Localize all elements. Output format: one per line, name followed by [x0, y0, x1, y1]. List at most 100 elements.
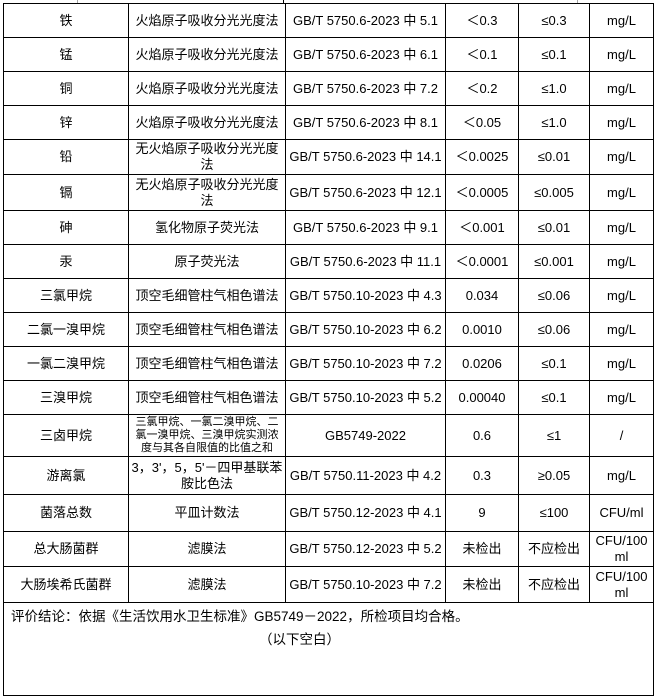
unit-cell: mg/L	[589, 244, 654, 279]
standard-reference-cell: GB/T 5750.12-2023 中 4.1	[285, 494, 446, 532]
limit-cell: ≥0.05	[518, 456, 590, 495]
item-name-cell: 锌	[3, 105, 129, 140]
item-name-cell: 铜	[3, 71, 129, 106]
limit-cell: ≤0.01	[518, 210, 590, 245]
result-cell: ＜0.0001	[445, 244, 519, 279]
item-name-cell: 二氯一溴甲烷	[3, 312, 129, 347]
unit-cell: mg/L	[589, 71, 654, 106]
result-cell: ＜0.05	[445, 105, 519, 140]
result-cell: 9	[445, 494, 519, 532]
unit-cell: CFU/ml	[589, 494, 654, 532]
limit-cell: ≤0.1	[518, 380, 590, 415]
table-row: 总大肠菌群 滤膜法 GB/T 5750.12-2023 中 5.2 未检出 不应…	[3, 531, 654, 567]
result-cell: ＜0.0025	[445, 139, 519, 175]
results-table-body: 铁 火焰原子吸收分光光度法 GB/T 5750.6-2023 中 5.1 ＜0.…	[3, 3, 654, 603]
table-row: 铁 火焰原子吸收分光光度法 GB/T 5750.6-2023 中 5.1 ＜0.…	[3, 3, 654, 38]
unit-cell: mg/L	[589, 380, 654, 415]
method-cell: 火焰原子吸收分光光度法	[128, 3, 286, 38]
method-cell: 火焰原子吸收分光光度法	[128, 71, 286, 106]
standard-reference-cell: GB/T 5750.12-2023 中 5.2	[285, 531, 446, 567]
standard-reference-cell: GB5749-2022	[285, 414, 446, 457]
method-cell: 滤膜法	[128, 531, 286, 567]
result-cell: 0.034	[445, 278, 519, 313]
standard-reference-cell: GB/T 5750.10-2023 中 4.3	[285, 278, 446, 313]
result-cell: 0.3	[445, 456, 519, 495]
limit-cell: ≤0.3	[518, 3, 590, 38]
conclusion-cell: 评价结论：依据《生活饮用水卫生标准》GB5749－2022，所检项目均合格。 （…	[3, 602, 654, 696]
top-edge-gridline-artifact	[577, 0, 578, 4]
table-row: 汞 原子荧光法 GB/T 5750.6-2023 中 11.1 ＜0.0001 …	[3, 244, 654, 279]
limit-cell: ≤0.06	[518, 278, 590, 313]
method-cell: 氢化物原子荧光法	[128, 210, 286, 245]
limit-cell: 不应检出	[518, 531, 590, 567]
method-cell: 无火焰原子吸收分光光度法	[128, 139, 286, 175]
standard-reference-cell: GB/T 5750.6-2023 中 5.1	[285, 3, 446, 38]
conclusion-text: 评价结论：依据《生活饮用水卫生标准》GB5749－2022，所检项目均合格。	[11, 609, 469, 624]
item-name-cell: 游离氯	[3, 456, 129, 495]
table-row: 游离氯 3，3'，5，5'－四甲基联苯胺比色法 GB/T 5750.11-202…	[3, 456, 654, 495]
unit-cell: mg/L	[589, 456, 654, 495]
unit-cell: mg/L	[589, 346, 654, 381]
item-name-cell: 菌落总数	[3, 494, 129, 532]
standard-reference-cell: GB/T 5750.6-2023 中 8.1	[285, 105, 446, 140]
limit-cell: ≤1	[518, 414, 590, 457]
method-cell: 三氯甲烷、一氯二溴甲烷、二氯一溴甲烷、三溴甲烷实测浓度与其各自限值的比值之和	[128, 414, 286, 457]
unit-cell: CFU/100ml	[589, 531, 654, 567]
standard-reference-cell: GB/T 5750.6-2023 中 7.2	[285, 71, 446, 106]
item-name-cell: 三溴甲烷	[3, 380, 129, 415]
limit-cell: ≤0.005	[518, 174, 590, 211]
limit-cell: ≤100	[518, 494, 590, 532]
unit-cell: mg/L	[589, 105, 654, 140]
table-row: 砷 氢化物原子荧光法 GB/T 5750.6-2023 中 9.1 ＜0.001…	[3, 210, 654, 245]
unit-cell: CFU/100ml	[589, 566, 654, 603]
method-cell: 顶空毛细管柱气相色谱法	[128, 380, 286, 415]
result-cell: 0.0206	[445, 346, 519, 381]
item-name-cell: 汞	[3, 244, 129, 279]
table-row: 锌 火焰原子吸收分光光度法 GB/T 5750.6-2023 中 8.1 ＜0.…	[3, 105, 654, 140]
limit-cell: ≤1.0	[518, 71, 590, 106]
method-cell: 火焰原子吸收分光光度法	[128, 37, 286, 72]
unit-cell: mg/L	[589, 139, 654, 175]
item-name-cell: 铁	[3, 3, 129, 38]
result-cell: ＜0.001	[445, 210, 519, 245]
method-cell: 3，3'，5，5'－四甲基联苯胺比色法	[128, 456, 286, 495]
standard-reference-cell: GB/T 5750.10-2023 中 7.2	[285, 566, 446, 603]
table-row: 三卤甲烷 三氯甲烷、一氯二溴甲烷、二氯一溴甲烷、三溴甲烷实测浓度与其各自限值的比…	[3, 414, 654, 457]
result-cell: ＜0.0005	[445, 174, 519, 211]
limit-cell: ≤0.1	[518, 346, 590, 381]
item-name-cell: 三氯甲烷	[3, 278, 129, 313]
result-cell: ＜0.2	[445, 71, 519, 106]
standard-reference-cell: GB/T 5750.6-2023 中 9.1	[285, 210, 446, 245]
table-row: 二氯一溴甲烷 顶空毛细管柱气相色谱法 GB/T 5750.10-2023 中 6…	[3, 312, 654, 347]
method-cell: 原子荧光法	[128, 244, 286, 279]
unit-cell: mg/L	[589, 312, 654, 347]
table-row: 锰 火焰原子吸收分光光度法 GB/T 5750.6-2023 中 6.1 ＜0.…	[3, 37, 654, 72]
results-table-footer: 评价结论：依据《生活饮用水卫生标准》GB5749－2022，所检项目均合格。 （…	[3, 602, 654, 696]
table-row: 镉 无火焰原子吸收分光光度法 GB/T 5750.6-2023 中 12.1 ＜…	[3, 174, 654, 211]
conclusion-row: 评价结论：依据《生活饮用水卫生标准》GB5749－2022，所检项目均合格。 （…	[3, 602, 654, 696]
table-row: 铅 无火焰原子吸收分光光度法 GB/T 5750.6-2023 中 14.1 ＜…	[3, 139, 654, 175]
method-cell: 顶空毛细管柱气相色谱法	[128, 312, 286, 347]
standard-reference-cell: GB/T 5750.6-2023 中 14.1	[285, 139, 446, 175]
result-cell: 0.6	[445, 414, 519, 457]
limit-cell: ≤0.01	[518, 139, 590, 175]
item-name-cell: 一氯二溴甲烷	[3, 346, 129, 381]
below-blank-note: （以下空白）	[259, 632, 340, 647]
method-cell: 滤膜法	[128, 566, 286, 603]
limit-cell: ≤0.06	[518, 312, 590, 347]
table-row: 菌落总数 平皿计数法 GB/T 5750.12-2023 中 4.1 9 ≤10…	[3, 494, 654, 532]
table-row: 铜 火焰原子吸收分光光度法 GB/T 5750.6-2023 中 7.2 ＜0.…	[3, 71, 654, 106]
standard-reference-cell: GB/T 5750.11-2023 中 4.2	[285, 456, 446, 495]
standard-reference-cell: GB/T 5750.10-2023 中 6.2	[285, 312, 446, 347]
item-name-cell: 大肠埃希氏菌群	[3, 566, 129, 603]
unit-cell: mg/L	[589, 210, 654, 245]
standard-reference-cell: GB/T 5750.10-2023 中 5.2	[285, 380, 446, 415]
table-row: 一氯二溴甲烷 顶空毛细管柱气相色谱法 GB/T 5750.10-2023 中 7…	[3, 346, 654, 381]
standard-reference-cell: GB/T 5750.6-2023 中 6.1	[285, 37, 446, 72]
result-cell: ＜0.1	[445, 37, 519, 72]
limit-cell: 不应检出	[518, 566, 590, 603]
method-cell: 顶空毛细管柱气相色谱法	[128, 346, 286, 381]
standard-reference-cell: GB/T 5750.6-2023 中 11.1	[285, 244, 446, 279]
item-name-cell: 砷	[3, 210, 129, 245]
